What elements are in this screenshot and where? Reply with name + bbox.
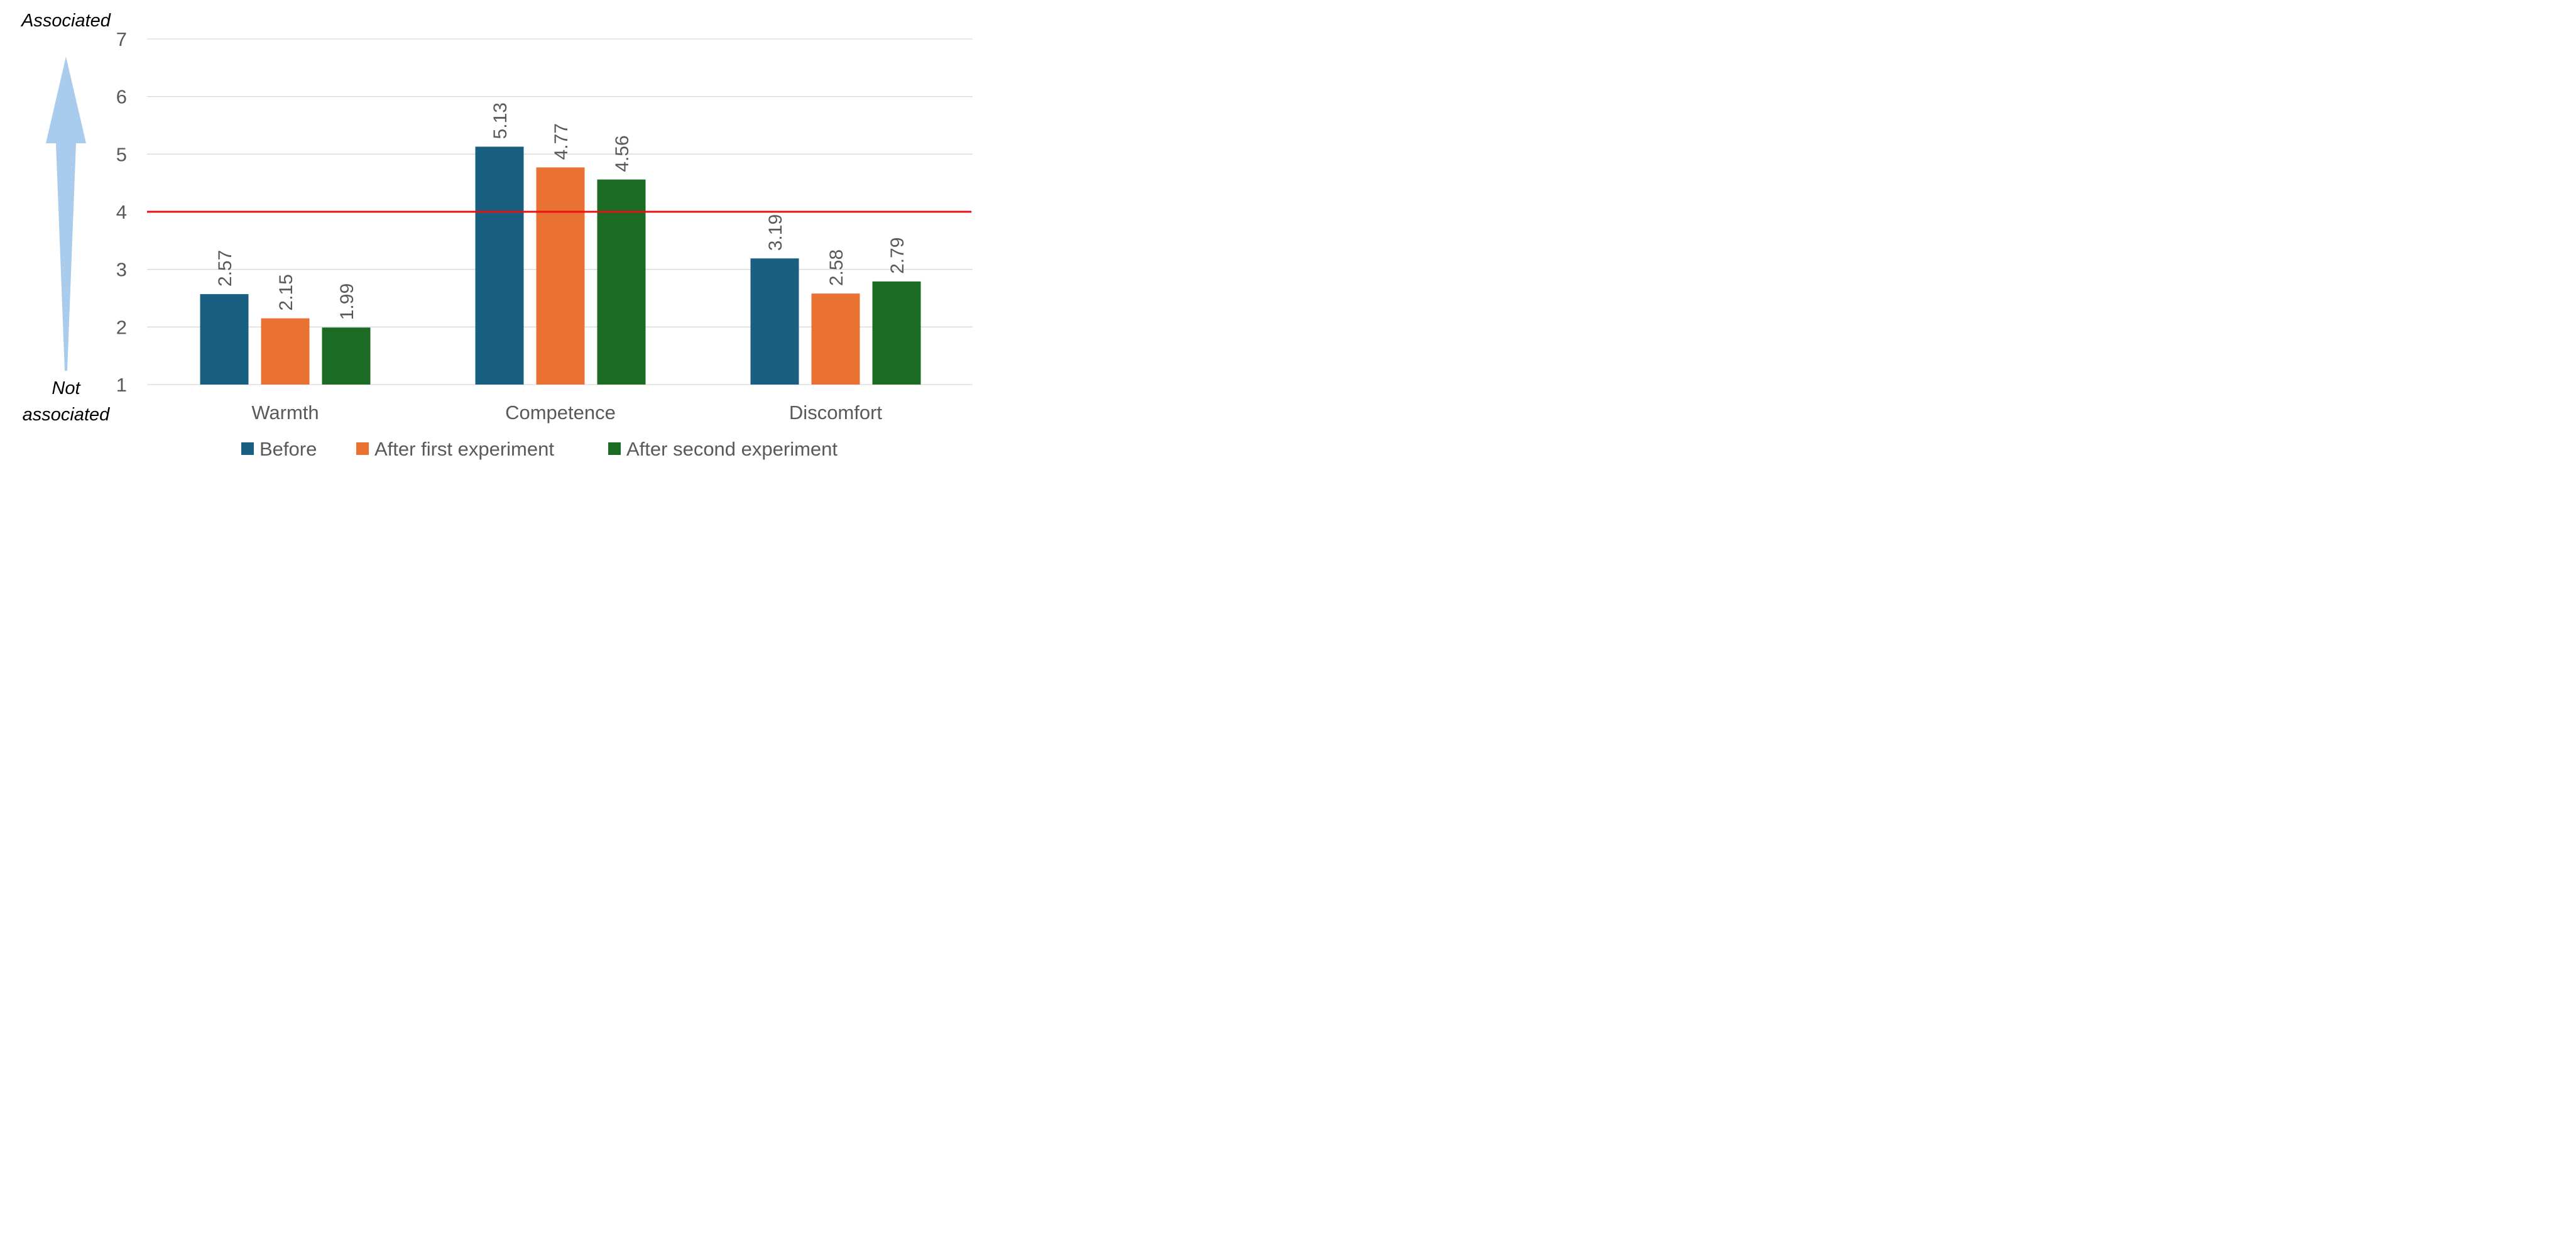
bar-value-label: 2.57: [215, 250, 236, 287]
x-tick-label: Competence: [505, 402, 616, 424]
y-tick-label: 1: [116, 374, 127, 396]
y-axis-ticks: 1 2 3 4 5 6 7: [116, 28, 127, 396]
bar-value-label: 3.19: [765, 214, 786, 251]
bar: [261, 318, 310, 385]
bar: [475, 146, 524, 385]
annotation-associated-bottom: associated: [23, 405, 111, 425]
legend: Before After first experiment After second…: [241, 438, 838, 460]
legend-label: After second experiment: [626, 438, 838, 460]
bars: [200, 146, 921, 385]
bar: [200, 294, 249, 385]
x-tick-label: Warmth: [251, 402, 319, 424]
bar-value-label: 2.15: [276, 274, 297, 310]
bar: [597, 179, 646, 385]
bar: [322, 327, 371, 385]
bar-value-label: 4.56: [612, 135, 633, 172]
bar: [811, 293, 860, 385]
legend-swatch: [356, 442, 369, 455]
y-tick-label: 2: [116, 316, 127, 338]
legend-label: Before: [259, 438, 317, 460]
bar-value-label: 5.13: [490, 102, 511, 139]
bar-value-label: 2.58: [826, 249, 847, 286]
bar-value-label: 1.99: [337, 283, 357, 320]
annotation-associated: Associated: [20, 11, 111, 31]
bar: [872, 281, 921, 385]
data-labels: 2.57 5.13 3.19 2.15 4.77 2.58 1.99 4.56 2.79: [215, 102, 908, 320]
x-tick-label: Discomfort: [789, 402, 883, 424]
chart: Associated Not associated 1 2 3 4 5 6 7 2.57 5.…: [20, 11, 973, 460]
y-tick-label: 7: [116, 28, 127, 50]
y-tick-label: 3: [116, 259, 127, 281]
bar-value-label: 4.77: [551, 123, 572, 160]
bar: [536, 167, 585, 385]
bar: [750, 258, 799, 385]
legend-swatch: [241, 442, 254, 455]
bar-value-label: 2.79: [887, 238, 908, 274]
legend-swatch: [608, 442, 621, 455]
up-arrow-icon: [46, 57, 86, 371]
y-tick-label: 5: [116, 143, 127, 165]
annotation-not: Not: [52, 378, 81, 398]
x-axis-categories: Warmth Competence Discomfort: [251, 402, 882, 424]
y-tick-label: 6: [116, 86, 127, 108]
legend-label: After first experiment: [374, 438, 554, 460]
y-tick-label: 4: [116, 201, 127, 223]
axis-annotation: Associated Not associated: [20, 11, 111, 425]
